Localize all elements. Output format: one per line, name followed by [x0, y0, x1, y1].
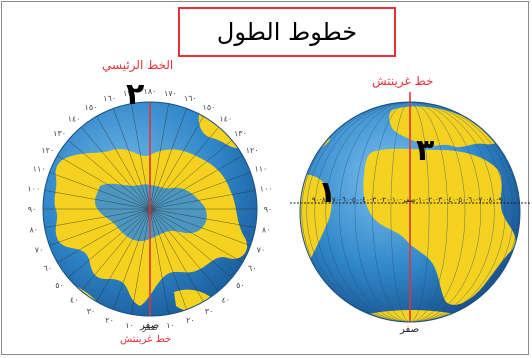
- left-meridian-line: [149, 208, 169, 315]
- left-longitude-tick: ١٣٠: [234, 129, 247, 138]
- left-longitude-tick: ٣٠: [205, 307, 214, 316]
- left-meridian-line: [149, 140, 233, 210]
- page-title: خطوط الطول: [178, 7, 396, 57]
- left-longitude-tick: ١٥٠: [203, 103, 216, 112]
- left-meridian-line: [149, 208, 187, 310]
- right-zero-label: صفر: [400, 324, 420, 335]
- left-meridian-line: [149, 190, 256, 210]
- left-globe-land: [54, 110, 248, 313]
- left-longitude-tick: ٧٠: [257, 245, 266, 254]
- left-meridian-line: [149, 116, 204, 210]
- left-longitude-tick: ١٥٠: [85, 103, 98, 112]
- left-longitude-tick: ٩٠: [264, 205, 273, 214]
- left-meridian-line: [149, 126, 219, 210]
- left-meridian-line: [96, 116, 151, 210]
- left-longitude-tick: ٢٠: [105, 316, 114, 325]
- left-meridian-line: [44, 190, 151, 210]
- left-meridian-line: [57, 208, 151, 263]
- left-longitude-tick-labels: ١٧٠١٦٠١٥٠١٤٠١٣٠١٢٠١١٠١٠٠٩٠٨٠٧٠٦٠٥٠٤٠٣٠٢٠…: [27, 87, 272, 332]
- left-zero-label: صفر: [140, 320, 160, 331]
- left-meridian-line: [67, 208, 151, 278]
- left-longitude-tick: ١٤٠: [219, 115, 232, 124]
- left-longitude-tick: ١٦٠: [184, 94, 197, 103]
- left-meridian-line: [149, 155, 243, 210]
- left-meridian-line: [131, 103, 151, 210]
- left-longitude-tick: ٩٠: [28, 205, 37, 214]
- left-longitude-tick: ٢٠: [186, 316, 195, 325]
- number-2-marker: ٢: [126, 77, 145, 112]
- left-meridian-line: [96, 208, 151, 302]
- left-longitude-tick: ٦٠: [44, 264, 53, 273]
- left-longitude-tick: ١٠: [166, 321, 175, 330]
- left-meridian-line: [149, 208, 243, 263]
- right-top-label: خط غرينتش: [372, 74, 434, 88]
- left-longitude-tick: ٥٠: [236, 281, 245, 290]
- left-longitude-tick: ١٤٠: [68, 115, 81, 124]
- left-longitude-tick: ١٠٠: [260, 185, 273, 194]
- left-globe-meridians: [43, 102, 257, 316]
- equator-tick-labels: ٩٠·٨٠·٧٠·٦٠·٥٠·٤٠·٣٠·٢٠·١٠·صفر·١٠·٢٠·٣٠·…: [311, 195, 507, 204]
- left-meridian-line: [49, 172, 151, 210]
- left-meridian-line: [149, 208, 219, 292]
- left-meridian-line: [67, 140, 151, 210]
- left-bottom-label: خط غرينتش: [120, 334, 172, 345]
- left-meridian-line: [149, 108, 187, 210]
- left-meridian-line: [149, 103, 169, 210]
- left-longitude-tick: ١١٠: [33, 165, 46, 174]
- left-longitude-tick: ٤٠: [70, 295, 79, 304]
- number-1-marker: ١: [318, 175, 337, 210]
- left-top-label: الخط الرئيسي: [102, 58, 174, 72]
- left-meridian-line: [149, 208, 233, 278]
- left-meridian-line: [113, 208, 151, 310]
- left-longitude-tick: ٥٠: [55, 281, 64, 290]
- left-longitude-tick: ١٧٠: [164, 89, 177, 98]
- left-longitude-tick: ١٠٠: [27, 185, 40, 194]
- left-meridian-line: [149, 208, 256, 228]
- right-globe: [290, 92, 530, 323]
- left-longitude-tick: صفر: [141, 323, 157, 332]
- left-longitude-tick: ١٦٠: [103, 94, 116, 103]
- left-longitude-tick: ١١٠: [254, 165, 267, 174]
- left-longitude-tick: ٨٠: [30, 226, 39, 235]
- left-longitude-tick: ١٨٠: [144, 87, 157, 96]
- left-longitude-tick: ٦٠: [248, 264, 257, 273]
- left-meridian-line: [149, 208, 251, 246]
- left-longitude-tick: ٤٠: [222, 295, 231, 304]
- left-longitude-tick: ٧٠: [35, 245, 44, 254]
- left-meridian-line: [44, 208, 151, 228]
- left-meridian-line: [81, 126, 151, 210]
- left-meridian-line: [131, 208, 151, 315]
- left-meridian-line: [113, 108, 151, 210]
- left-longitude-tick: ١٢٠: [41, 146, 54, 155]
- left-meridian-line: [149, 208, 204, 302]
- left-longitude-tick: ٣٠: [87, 307, 96, 316]
- left-meridian-line: [81, 208, 151, 292]
- left-longitude-tick: ١٢٠: [246, 146, 259, 155]
- left-longitude-tick: ٨٠: [262, 226, 271, 235]
- left-meridian-line: [149, 172, 251, 210]
- left-globe: ١٧٠١٦٠١٥٠١٤٠١٣٠١٢٠١١٠١٠٠٩٠٨٠٧٠٦٠٥٠٤٠٣٠٢٠…: [27, 87, 272, 332]
- number-3-marker: ٣: [416, 133, 435, 168]
- left-longitude-tick: ١٣٠: [53, 129, 66, 138]
- left-longitude-tick: ١٧٠: [123, 89, 136, 98]
- left-longitude-tick: ١٠: [125, 321, 134, 330]
- left-meridian-line: [49, 208, 151, 246]
- left-meridian-line: [57, 155, 151, 210]
